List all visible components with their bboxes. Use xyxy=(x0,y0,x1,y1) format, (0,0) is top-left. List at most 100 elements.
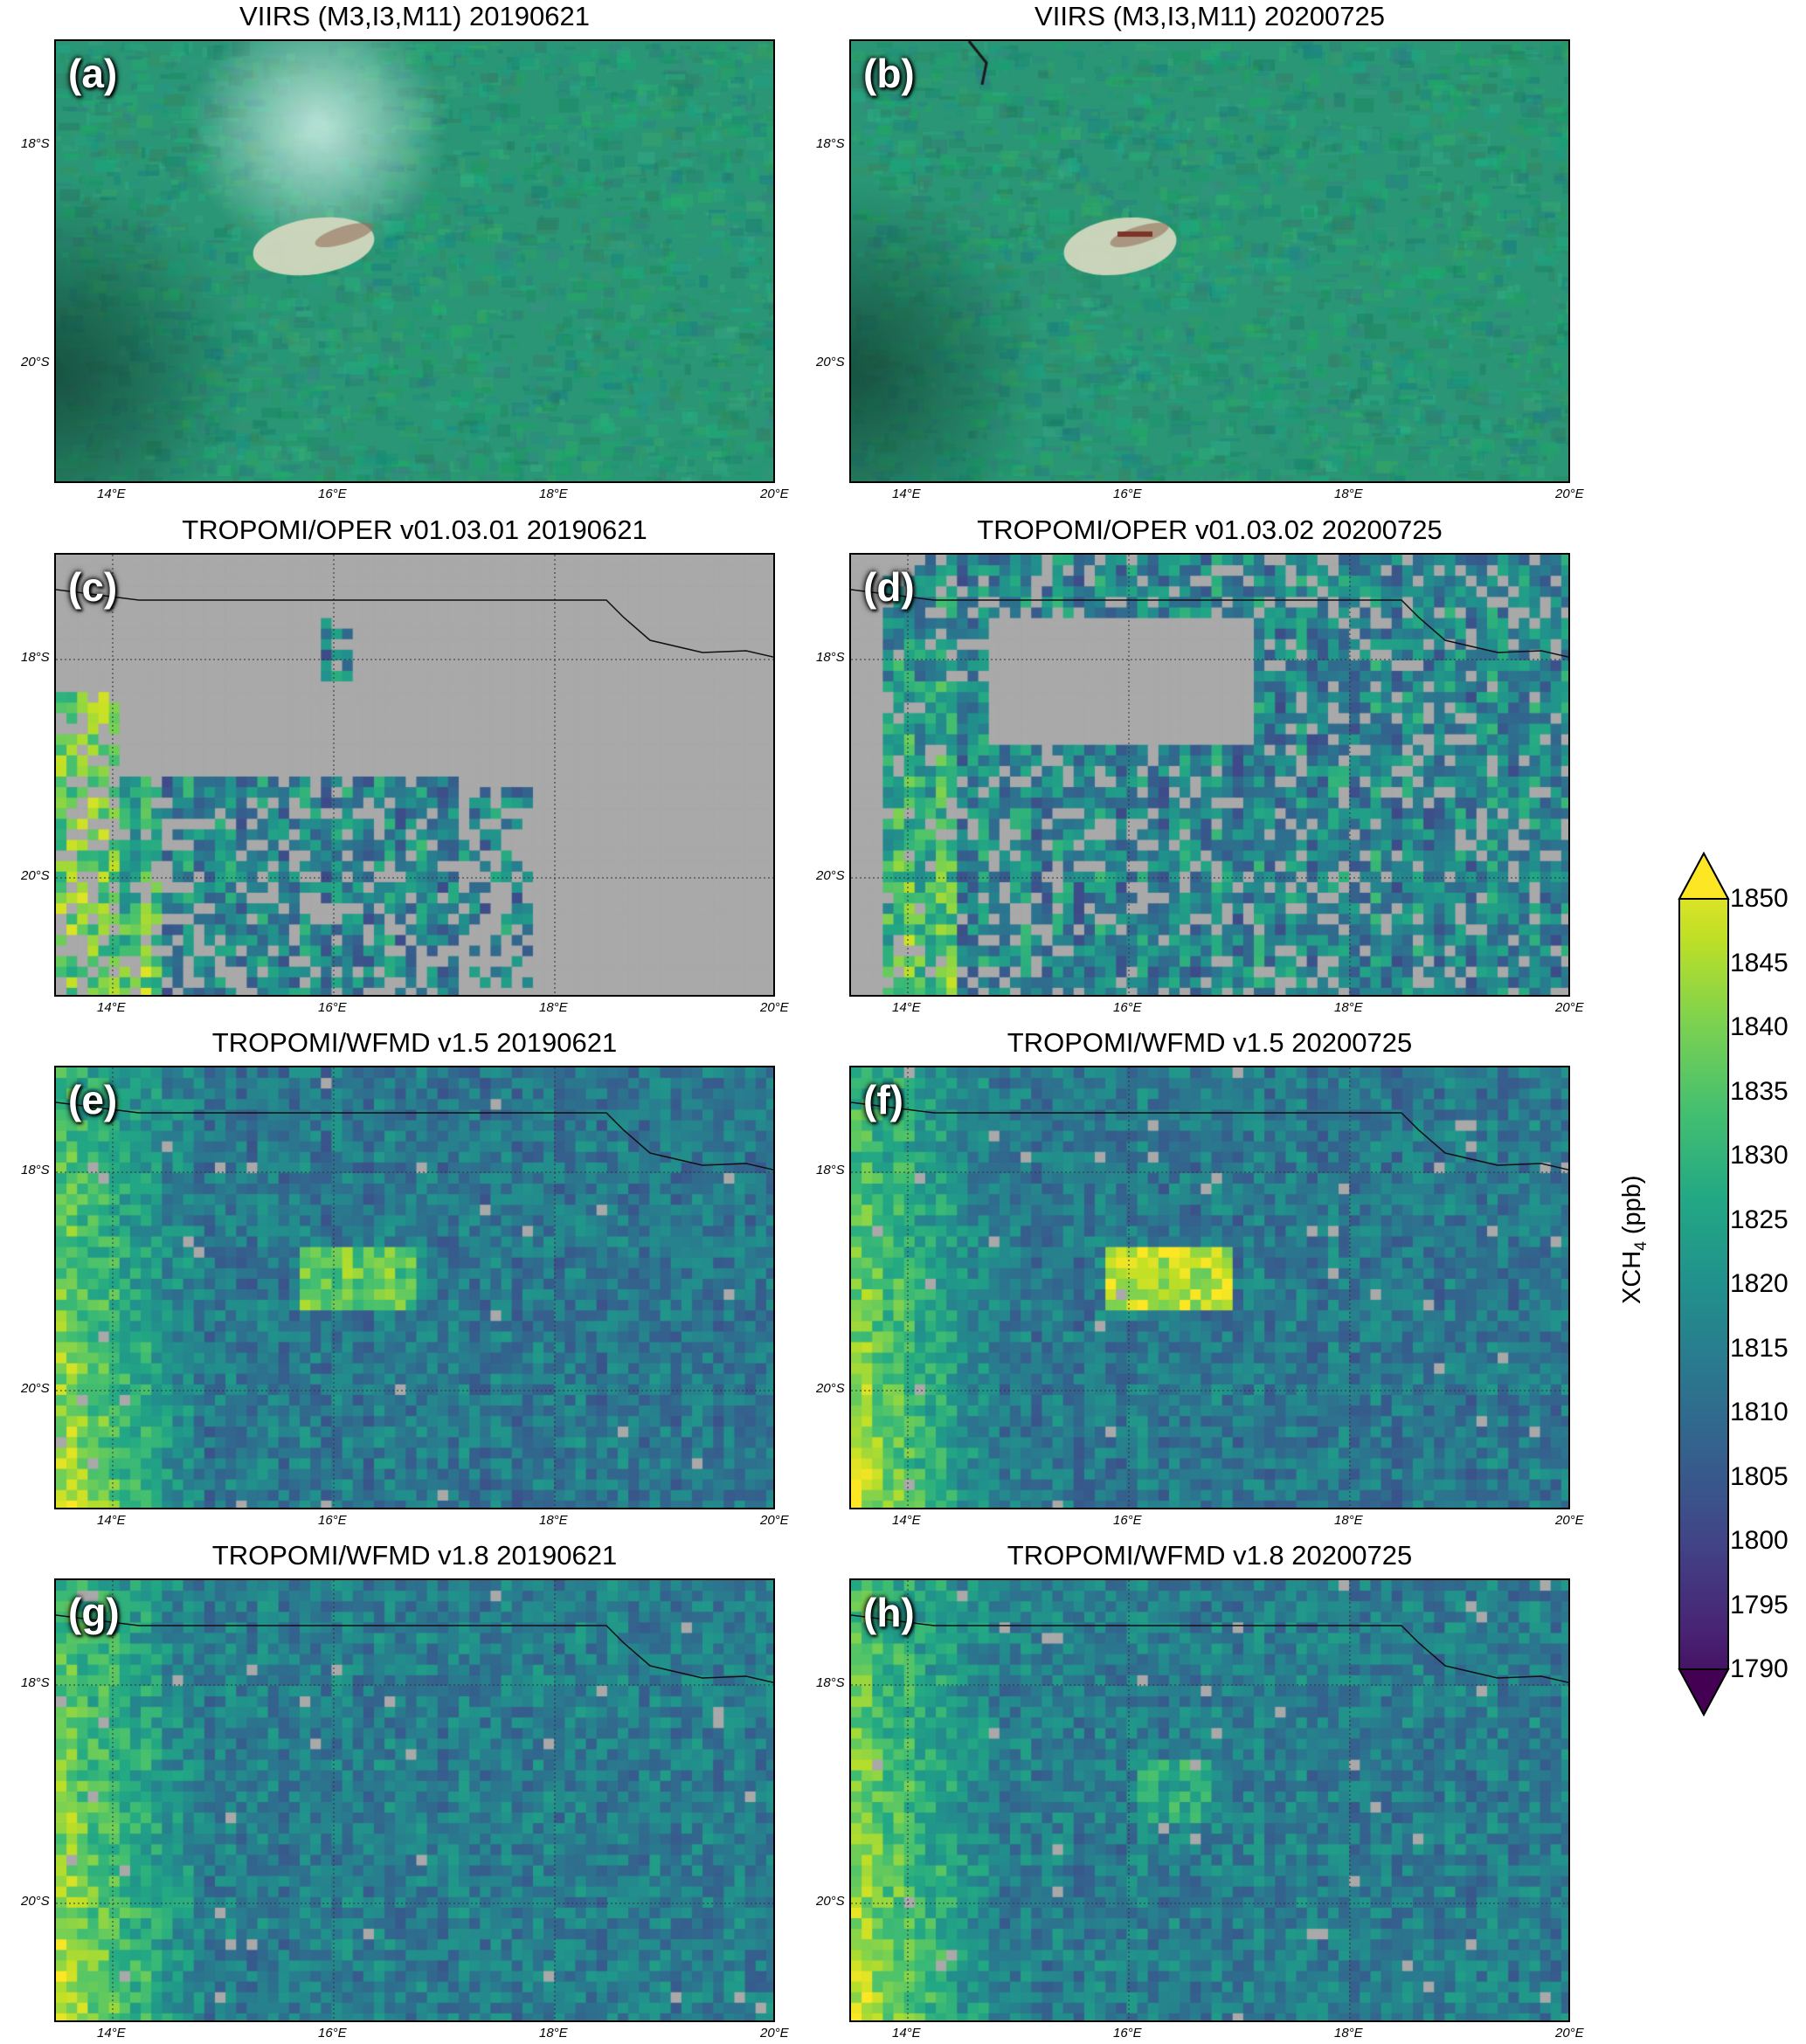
lat-tick-label: 20°S xyxy=(21,1894,50,1909)
map-image-e xyxy=(56,1067,773,1508)
lat-tick-label: 20°S xyxy=(816,868,845,883)
map-panel-c: (c) xyxy=(54,553,775,997)
lat-tick-label: 20°S xyxy=(816,1894,845,1909)
panel-title-h: TROPOMI/WFMD v1.8 20200725 xyxy=(1007,1540,1413,1571)
panel-title-d: TROPOMI/OPER v01.03.02 20200725 xyxy=(977,514,1443,545)
lat-tick-label: 18°S xyxy=(816,136,845,151)
lon-tick-label: 20°E xyxy=(1555,1000,1584,1015)
map-panel-b: (b) xyxy=(849,39,1570,483)
lat-tick-label: 18°S xyxy=(21,1675,50,1690)
country-border xyxy=(56,589,773,658)
panel-title-f: TROPOMI/WFMD v1.5 20200725 xyxy=(1007,1027,1413,1058)
lon-tick-label: 20°E xyxy=(1555,1513,1584,1528)
map-panel-e: (e) xyxy=(54,1066,775,1509)
lon-tick-label: 18°E xyxy=(539,2026,568,2041)
panel-label-c: (c) xyxy=(68,564,118,610)
lon-tick-label: 18°E xyxy=(539,1513,568,1528)
colorbar-tick-label: 1845 xyxy=(1730,948,1789,977)
map-panel-a: (a) xyxy=(54,39,775,483)
graticule-d xyxy=(851,555,1568,995)
lat-tick-label: 18°S xyxy=(21,136,50,151)
panel-title-a: VIIRS (M3,I3,M11) 20190621 xyxy=(239,1,590,31)
graticule-b xyxy=(851,41,1570,483)
map-panel-h: (h) xyxy=(849,1578,1570,2022)
lon-tick-label: 16°E xyxy=(1113,1000,1142,1015)
graticule-f xyxy=(851,1067,1568,1508)
map-panel-d: (d) xyxy=(849,553,1570,997)
lon-tick-label: 14°E xyxy=(892,487,921,501)
lat-tick-label: 18°S xyxy=(816,650,845,665)
panel-label-b: (b) xyxy=(863,51,915,96)
lon-tick-label: 18°E xyxy=(539,487,568,501)
panel-label-e: (e) xyxy=(68,1077,118,1122)
lon-tick-label: 20°E xyxy=(760,1000,789,1015)
lon-tick-label: 16°E xyxy=(1113,487,1142,501)
country-border xyxy=(851,1101,1568,1170)
lat-tick-label: 18°S xyxy=(21,650,50,665)
lat-tick-label: 18°S xyxy=(816,1163,845,1177)
panel-title-b: VIIRS (M3,I3,M11) 20200725 xyxy=(1034,1,1385,31)
map-image-f xyxy=(851,1067,1568,1508)
lon-tick-label: 16°E xyxy=(318,2026,347,2041)
lat-tick-label: 18°S xyxy=(816,1675,845,1690)
lon-tick-label: 14°E xyxy=(97,487,126,501)
lat-tick-label: 18°S xyxy=(21,1163,50,1177)
lon-tick-label: 18°E xyxy=(1334,1513,1363,1528)
lon-tick-label: 20°E xyxy=(760,2026,789,2041)
map-image-g xyxy=(56,1580,773,2020)
lon-tick-label: 20°E xyxy=(760,487,789,501)
colorbar-tick-label: 1805 xyxy=(1730,1461,1789,1491)
colorbar-tick-label: 1840 xyxy=(1730,1012,1789,1041)
country-border xyxy=(56,1101,773,1170)
colorbar-tick-label: 1800 xyxy=(1730,1526,1789,1555)
lon-tick-label: 14°E xyxy=(892,2026,921,2041)
map-image-a xyxy=(56,41,773,481)
colorbar-tick-label: 1790 xyxy=(1730,1654,1789,1683)
colorbar-tick-label: 1795 xyxy=(1730,1590,1789,1619)
lon-tick-label: 20°E xyxy=(1555,2026,1584,2041)
colorbar-tick-label: 1830 xyxy=(1730,1141,1789,1170)
lon-tick-label: 16°E xyxy=(1113,2026,1142,2041)
colorbar-tick-label: 1815 xyxy=(1730,1333,1789,1363)
lon-tick-label: 14°E xyxy=(892,1513,921,1528)
panel-label-g: (g) xyxy=(68,1590,120,1635)
colorbar-tick-label: 1850 xyxy=(1730,884,1789,913)
lon-tick-label: 14°E xyxy=(97,1513,126,1528)
lat-tick-label: 20°S xyxy=(816,355,845,369)
lon-tick-label: 20°E xyxy=(760,1513,789,1528)
lon-tick-label: 16°E xyxy=(318,1000,347,1015)
lon-tick-label: 18°E xyxy=(1334,487,1363,501)
graticule-e xyxy=(56,1067,773,1508)
map-image-h xyxy=(851,1580,1568,2020)
panel-label-f: (f) xyxy=(863,1077,903,1122)
map-image-d xyxy=(851,555,1568,995)
lat-tick-label: 20°S xyxy=(21,355,50,369)
map-image-c xyxy=(56,555,773,995)
colorbar-label: XCH4 (ppb) xyxy=(1618,1175,1650,1304)
graticule-c xyxy=(56,555,773,995)
country-border xyxy=(56,1614,773,1683)
lon-tick-label: 20°E xyxy=(1555,487,1584,501)
graticule-h xyxy=(851,1580,1568,2020)
lon-tick-label: 14°E xyxy=(97,2026,126,2041)
lon-tick-label: 14°E xyxy=(892,1000,921,1015)
graticule-g xyxy=(56,1580,773,2020)
colorbar-tick-label: 1825 xyxy=(1730,1205,1789,1234)
lat-tick-label: 20°S xyxy=(816,1381,845,1396)
map-panel-f: (f) xyxy=(849,1066,1570,1509)
panel-title-c: TROPOMI/OPER v01.03.01 20190621 xyxy=(182,514,647,545)
lat-tick-label: 20°S xyxy=(21,1381,50,1396)
colorbar-graphic xyxy=(1678,852,1730,1716)
map-image-b xyxy=(851,41,1568,481)
colorbar-tick-label: 1810 xyxy=(1730,1398,1789,1426)
lon-tick-label: 18°E xyxy=(539,1000,568,1015)
panel-title-g: TROPOMI/WFMD v1.8 20190621 xyxy=(211,1540,618,1571)
panel-label-d: (d) xyxy=(863,564,915,610)
panel-label-a: (a) xyxy=(68,51,118,96)
panel-label-h: (h) xyxy=(863,1590,915,1635)
lon-tick-label: 18°E xyxy=(1334,1000,1363,1015)
lon-tick-label: 16°E xyxy=(318,1513,347,1528)
lon-tick-label: 16°E xyxy=(318,487,347,501)
map-panel-g: (g) xyxy=(54,1578,775,2022)
lat-tick-label: 20°S xyxy=(21,868,50,883)
